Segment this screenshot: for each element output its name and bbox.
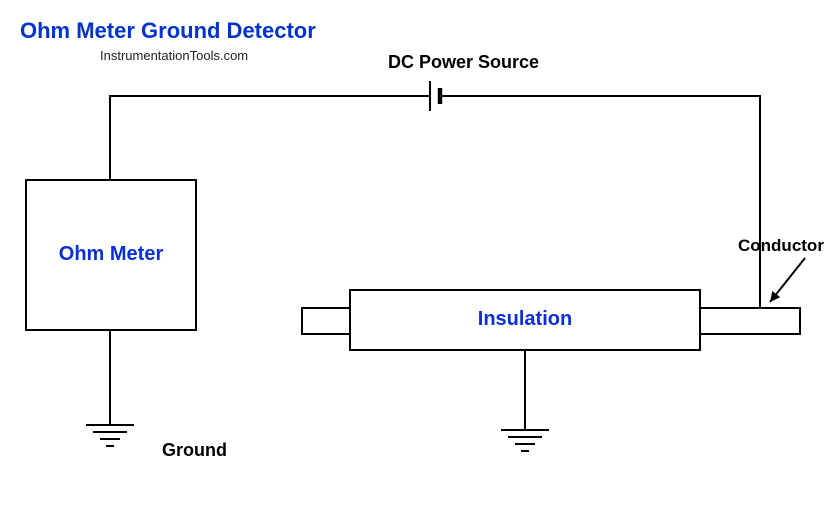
ground-label: Ground — [162, 440, 227, 461]
ohm-meter-label: Ohm Meter — [26, 243, 196, 266]
conductor-label: Conductor — [738, 236, 824, 256]
diagram-canvas: Ohm Meter Ground Detector Instrumentatio… — [0, 0, 840, 519]
insulation-label: Insulation — [350, 308, 700, 331]
dc-source-label: DC Power Source — [388, 52, 539, 73]
